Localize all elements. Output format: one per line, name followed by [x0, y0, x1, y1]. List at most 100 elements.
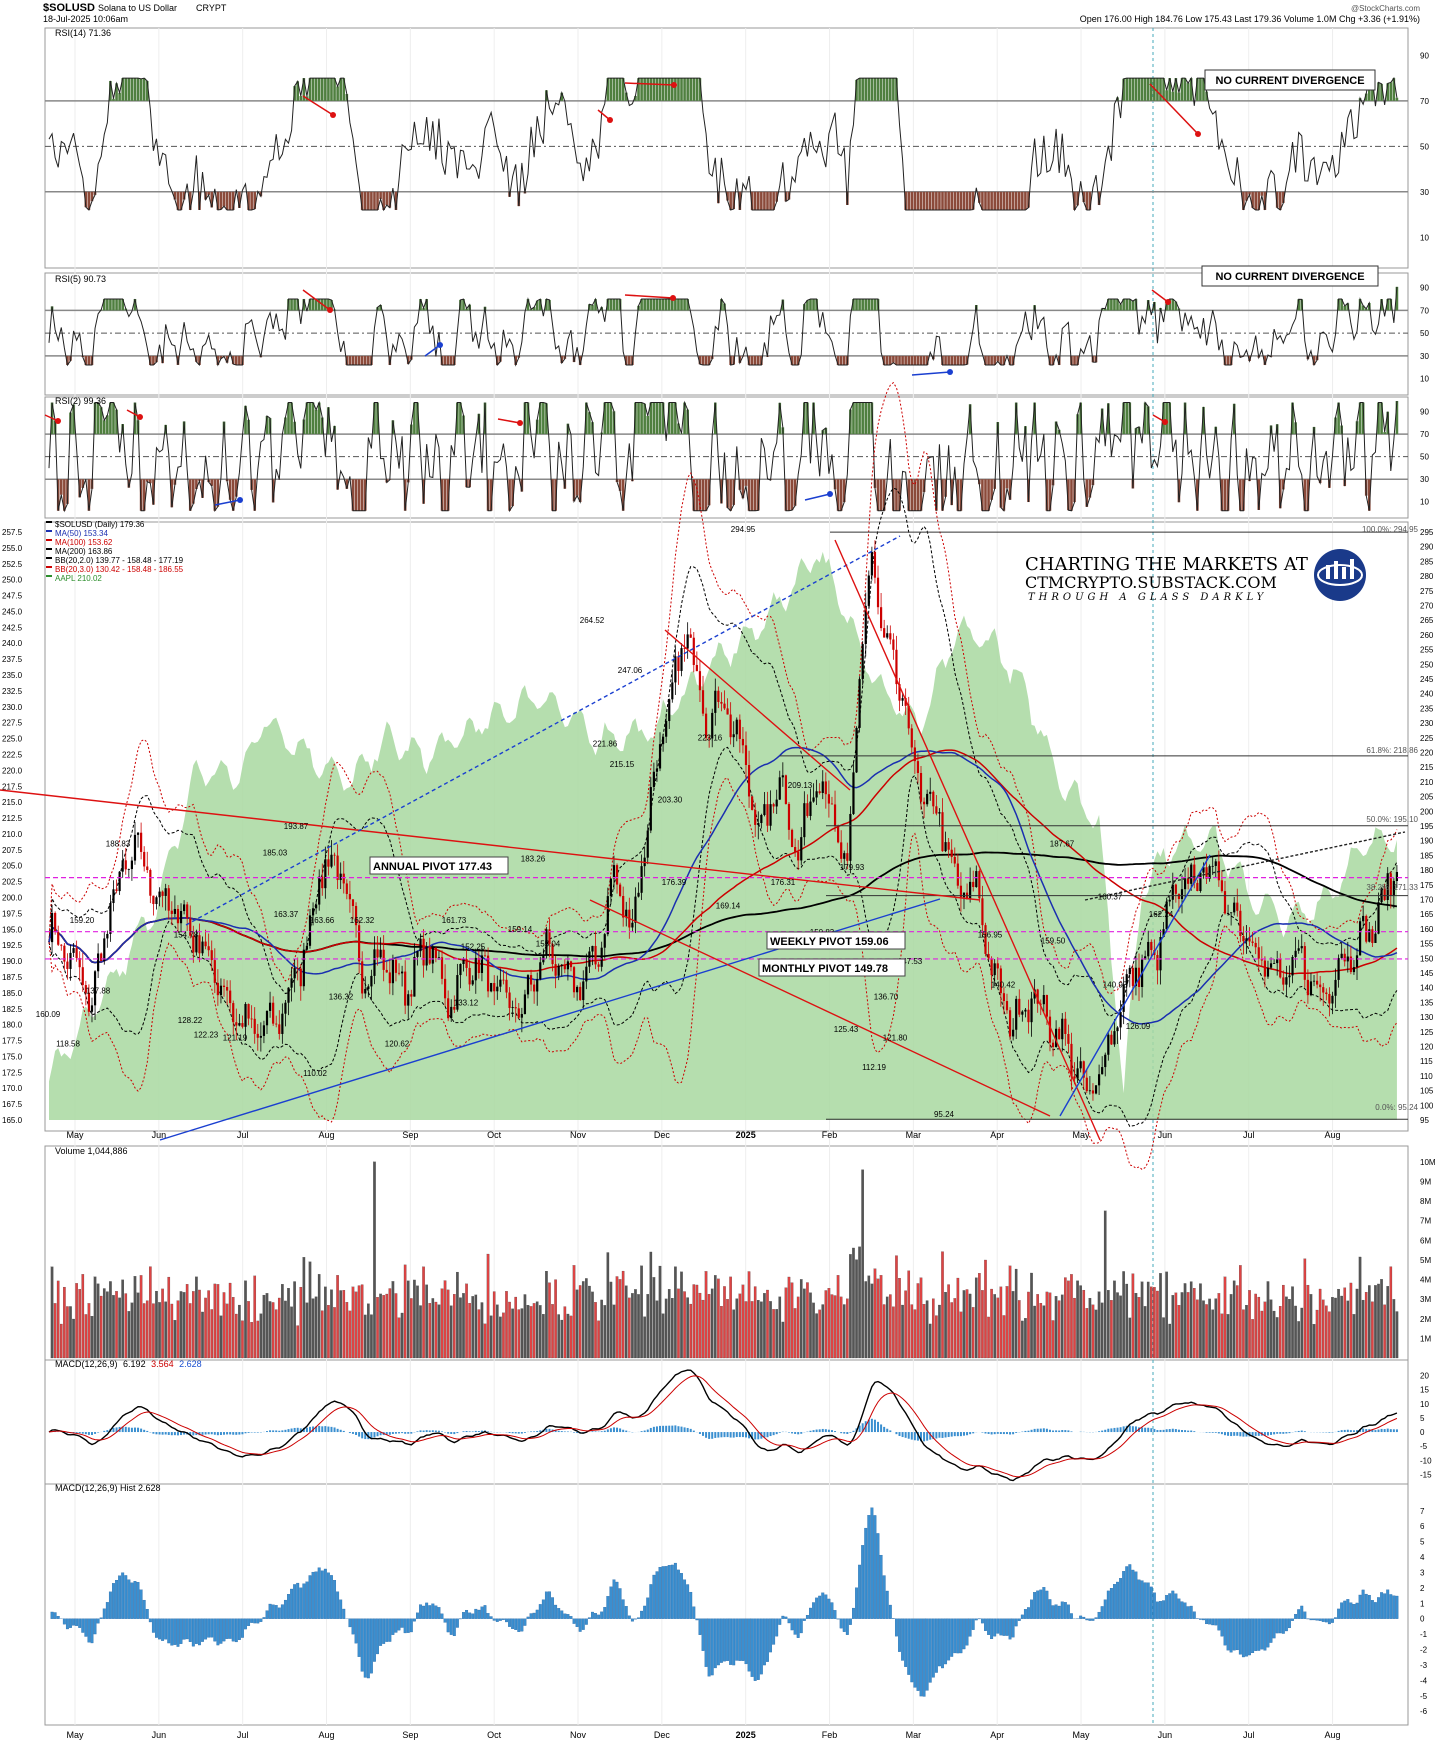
- macd-hist-bar: [1294, 1431, 1297, 1433]
- candle-body: [1168, 899, 1171, 902]
- hist-bar: [237, 1618, 241, 1640]
- macd-hist-bar: [1356, 1430, 1359, 1433]
- candle-body: [192, 935, 195, 953]
- macd-hist-bar: [195, 1432, 198, 1436]
- macd-hist-bar: [1174, 1429, 1177, 1433]
- candle-body: [640, 866, 643, 893]
- candle-body: [1015, 998, 1018, 1030]
- volume-bar: [1196, 1299, 1199, 1359]
- candle-body: [1150, 941, 1153, 951]
- volume-bar: [775, 1309, 778, 1359]
- candle-body: [465, 959, 468, 968]
- macd-hist-bar: [511, 1432, 514, 1434]
- volume-bar: [1140, 1281, 1144, 1359]
- macd-label-v2: 3.564: [151, 1359, 174, 1369]
- candle-body: [821, 781, 824, 793]
- candle-body: [333, 854, 336, 856]
- hist-bar: [1300, 1605, 1304, 1619]
- candle-body: [751, 796, 754, 810]
- aapl-axis-tick: 172.5: [2, 1068, 23, 1077]
- hist-bar: [102, 1608, 106, 1619]
- hist-bar: [437, 1607, 441, 1619]
- volume-bar: [499, 1316, 502, 1359]
- hist-bar: [1257, 1618, 1261, 1651]
- hist-bar: [299, 1587, 303, 1619]
- volume-bar: [410, 1298, 413, 1359]
- volume-bar: [667, 1289, 671, 1359]
- candle-body: [1165, 901, 1168, 930]
- candle-body: [1190, 864, 1193, 884]
- macd-hist-bar: [376, 1432, 379, 1437]
- divergence-arrow-head: [1165, 299, 1171, 305]
- hist-bar: [535, 1609, 539, 1619]
- aapl-axis-tick: 170.0: [2, 1084, 23, 1093]
- weekly-pivot-label: WEEKLY PIVOT 159.06: [770, 936, 889, 948]
- macd-hist-bar: [373, 1432, 376, 1438]
- price-value-label: 162.32: [350, 916, 375, 925]
- candle-body: [907, 705, 910, 729]
- candle-body: [674, 656, 677, 683]
- hist-bar: [400, 1618, 404, 1628]
- legend-swatch: [46, 548, 52, 550]
- candle-body: [959, 885, 963, 898]
- hist-bar: [1014, 1618, 1018, 1627]
- volume-bar: [1030, 1272, 1033, 1359]
- sol-axis-tick: 275: [1420, 587, 1434, 596]
- candle-body: [692, 637, 695, 665]
- volume-bar: [680, 1271, 683, 1359]
- volume-bar: [796, 1296, 800, 1359]
- hist-bar: [870, 1507, 874, 1619]
- hist-bar: [397, 1618, 401, 1631]
- hist-bar: [124, 1575, 128, 1619]
- macd-hist-bar: [702, 1432, 705, 1436]
- macd-hist-bar: [938, 1432, 941, 1438]
- hist-bar: [1017, 1618, 1021, 1621]
- hist-bar: [225, 1618, 229, 1639]
- price-value-label: 193.87: [284, 822, 309, 831]
- macd-hist-bar: [155, 1432, 158, 1435]
- candle-body: [726, 708, 729, 715]
- hist-bar: [704, 1618, 708, 1667]
- candle-body: [778, 777, 781, 800]
- volume-bar: [495, 1304, 499, 1359]
- volume-bar: [1226, 1314, 1230, 1359]
- candle-body: [1233, 902, 1236, 913]
- volume-bar: [277, 1297, 281, 1359]
- volume-bar: [744, 1301, 748, 1359]
- volume-bar: [1011, 1291, 1015, 1359]
- candle-body: [1248, 938, 1251, 942]
- candle-body: [1104, 1054, 1107, 1068]
- candle-body: [717, 690, 720, 702]
- candle-body: [428, 946, 431, 964]
- hist-bar: [1189, 1605, 1193, 1619]
- macd-hist-bar: [616, 1427, 619, 1433]
- rsi14-panel: [44, 27, 1409, 269]
- hist-bar: [1278, 1618, 1282, 1634]
- candle-body: [1285, 977, 1288, 985]
- candle-body: [1144, 956, 1147, 960]
- candle-body: [109, 903, 112, 934]
- candle-body: [634, 896, 637, 923]
- candle-body: [354, 905, 358, 926]
- macd-hist-bar: [523, 1432, 526, 1433]
- rsi14-tick: 50: [1420, 142, 1429, 151]
- candle-body: [496, 986, 499, 992]
- month-label-top: Mar: [906, 1130, 922, 1140]
- hist-bar: [268, 1603, 272, 1619]
- volume-bar: [597, 1320, 600, 1359]
- volume-bar: [456, 1271, 459, 1359]
- volume-bar: [1073, 1297, 1076, 1359]
- candle-body: [1220, 880, 1224, 892]
- hist-bar: [1288, 1618, 1291, 1629]
- volume-bar: [938, 1304, 941, 1359]
- macd-hist-bar: [1328, 1432, 1331, 1433]
- macd-hist-bar: [655, 1426, 658, 1433]
- candle-body: [794, 846, 797, 852]
- macd-hist-bar: [422, 1430, 425, 1433]
- macd-hist-bar: [738, 1432, 741, 1438]
- macd-line: [48, 1369, 1398, 1482]
- volume-bar: [830, 1294, 834, 1359]
- candle-body: [195, 935, 198, 953]
- sol-axis-tick: 155: [1420, 940, 1434, 949]
- candle-body: [729, 714, 732, 738]
